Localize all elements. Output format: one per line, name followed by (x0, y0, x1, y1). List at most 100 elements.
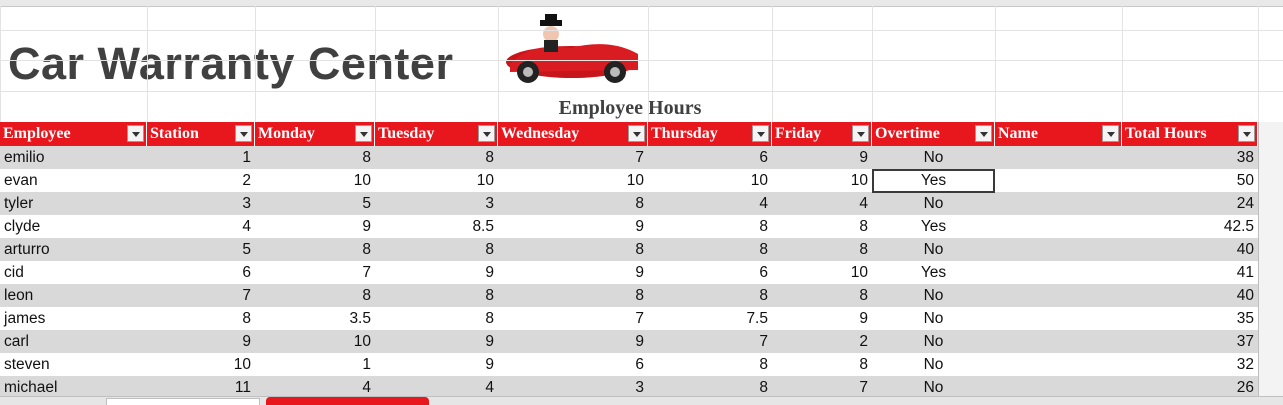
table-cell: No (923, 149, 944, 166)
table-cell: cid (4, 264, 24, 281)
filter-button[interactable] (975, 125, 992, 142)
table-cell: 7 (362, 264, 371, 281)
table-cell: 7 (635, 149, 644, 166)
grid-line (498, 6, 499, 122)
table-cell: leon (4, 287, 34, 304)
table-row: evan 2 10 10 10 10 10 Yes 50 (0, 169, 1258, 192)
table-row: steven 10 1 9 6 8 8 No 32 (0, 353, 1258, 376)
table-cell: 3 (485, 195, 494, 212)
grid-line (648, 6, 649, 122)
grid-line (0, 6, 1, 122)
table-cell: 7 (859, 379, 868, 396)
filter-button[interactable] (235, 125, 252, 142)
table-cell: 26 (1236, 379, 1254, 396)
table-cell: 8 (362, 287, 371, 304)
table-cell: 41 (1236, 264, 1254, 281)
table-cell: 7.5 (746, 310, 768, 327)
table-cell (995, 192, 1122, 215)
sheet-tab[interactable] (106, 398, 260, 405)
table-cell: 4 (859, 195, 868, 212)
table-caption: Employee Hours (558, 97, 702, 119)
grid-line (872, 6, 873, 122)
sheet-title: Car Warranty Center (8, 38, 454, 89)
table-cell: 5 (242, 241, 251, 258)
table-cell: 9 (635, 218, 644, 235)
table-cell: 35 (1236, 310, 1254, 327)
table-cell: No (923, 241, 944, 258)
table-cell (995, 215, 1122, 238)
table-cell: 8 (859, 356, 868, 373)
scroll-area (1258, 122, 1283, 405)
filter-button[interactable] (628, 125, 645, 142)
filter-button[interactable] (1102, 125, 1119, 142)
table-cell: No (923, 379, 944, 396)
table-cell: No (923, 356, 944, 373)
table-row: arturro 5 8 8 8 8 8 No 40 (0, 238, 1258, 261)
header-label: Overtime (875, 125, 940, 142)
table-cell (995, 238, 1122, 261)
table-cell: 10 (353, 172, 371, 189)
table-cell: 24 (1236, 195, 1254, 212)
table-cell: 8 (759, 241, 768, 258)
table-cell: 1 (242, 149, 251, 166)
table-cell: 4 (485, 379, 494, 396)
table-cell: 9 (859, 310, 868, 327)
table-cell: michael (4, 379, 58, 396)
table-cell: james (4, 310, 46, 327)
filter-button[interactable] (355, 125, 372, 142)
filter-button[interactable] (1238, 125, 1255, 142)
table-cell: 40 (1236, 241, 1254, 258)
table-cell: 8 (242, 310, 251, 327)
table-cell: 8 (759, 218, 768, 235)
table-cell: 7 (635, 310, 644, 327)
table-cell: 3 (635, 379, 644, 396)
table-cell: 8 (859, 287, 868, 304)
table-cell: 6 (635, 356, 644, 373)
filter-button[interactable] (852, 125, 869, 142)
grid-line (0, 91, 1283, 92)
table-row: michael 11 4 4 3 8 7 No 26 (0, 376, 1258, 399)
table-cell: 40 (1236, 287, 1254, 304)
column-header: Employee (0, 122, 147, 146)
table-cell: 50 (1236, 172, 1254, 189)
table-row: james 8 3.5 8 7 7.5 9 No 35 (0, 307, 1258, 330)
table-cell: 7 (759, 333, 768, 350)
table-cell: 10 (850, 172, 868, 189)
table-cell: steven (4, 356, 50, 373)
table-row: emilio 1 8 8 7 6 9 No 38 (0, 146, 1258, 169)
table-cell: No (923, 310, 944, 327)
column-header: Tuesday (375, 122, 498, 146)
table-cell: 32 (1236, 356, 1254, 373)
table-cell: tyler (4, 195, 34, 212)
grid-line (1258, 6, 1259, 122)
filter-button[interactable] (478, 125, 495, 142)
grid-line (147, 6, 148, 122)
grid-line (0, 30, 1283, 31)
filter-button[interactable] (127, 125, 144, 142)
table-cell: 42.5 (1223, 218, 1254, 235)
table-cell: 9 (859, 149, 868, 166)
header-label: Tuesday (378, 125, 435, 142)
sheet-tab[interactable] (266, 397, 429, 405)
table-cell: 7 (242, 287, 251, 304)
grid-line (772, 6, 773, 122)
table-cell: Yes (920, 264, 947, 281)
filter-button[interactable] (752, 125, 769, 142)
grid-line (375, 6, 376, 122)
table-cell (995, 169, 1122, 192)
grid-line (995, 6, 996, 122)
table-cell: 8 (362, 149, 371, 166)
table-cell: 8 (635, 241, 644, 258)
table-cell: 9 (485, 356, 494, 373)
table-cell: No (923, 287, 944, 304)
table-cell: Yes (920, 218, 947, 235)
table-cell: 10 (233, 356, 251, 373)
table-row: leon 7 8 8 8 8 8 No 40 (0, 284, 1258, 307)
header-label: Station (150, 125, 199, 142)
table-cell: 6 (242, 264, 251, 281)
toolbar-edge (0, 0, 1283, 7)
header-label: Total Hours (1125, 125, 1207, 142)
table-cell: evan (4, 172, 38, 189)
table-cell (995, 284, 1122, 307)
table-cell: 1 (362, 356, 371, 373)
